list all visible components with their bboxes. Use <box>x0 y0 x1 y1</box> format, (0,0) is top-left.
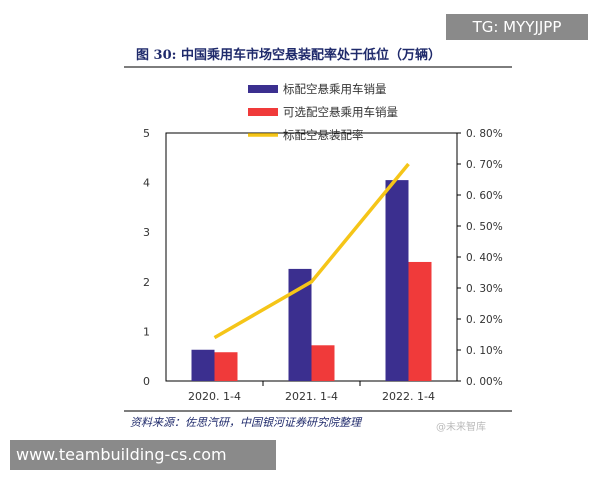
bar-standard <box>191 349 215 381</box>
left-tick-label: 5 <box>143 127 150 140</box>
legend-label: 标配空悬乘用车销量 <box>283 82 387 96</box>
left-tick-label: 1 <box>143 325 150 338</box>
left-tick-label: 4 <box>143 177 150 190</box>
chart-title: 图 30: 中国乘用车市场空悬装配率处于低位（万辆） <box>136 48 441 63</box>
legend-swatch <box>248 108 278 116</box>
bottom-rule <box>124 410 512 412</box>
right-tick-label: 0. 00% <box>466 376 503 388</box>
right-tick-label: 0. 50% <box>466 221 503 233</box>
right-tick-label: 0. 10% <box>466 345 503 357</box>
right-tick-label: 0. 30% <box>466 283 503 295</box>
right-tick-label: 0. 70% <box>466 159 503 171</box>
top-rule <box>124 66 512 68</box>
bar-standard <box>385 180 409 381</box>
right-tick-label: 0. 60% <box>466 190 503 202</box>
left-tick-label: 3 <box>143 226 150 239</box>
left-tick-label: 2 <box>143 276 150 289</box>
legend-label: 可选配空悬乘用车销量 <box>283 105 398 119</box>
watermark: @未来智库 <box>436 422 486 433</box>
left-tick-label: 0 <box>143 375 150 388</box>
bar-standard <box>288 268 312 381</box>
bar-optional <box>311 345 335 381</box>
right-tick-label: 0. 40% <box>466 252 503 264</box>
source-note: 资料来源：佐思汽研，中国银河证券研究院整理 <box>130 416 361 429</box>
bar-optional <box>408 261 432 381</box>
tg-overlay: TG: MYYJJPP <box>446 14 588 40</box>
bar-optional <box>214 352 238 381</box>
legend-swatch <box>248 85 278 93</box>
right-tick-label: 0. 80% <box>466 128 503 140</box>
x-tick-label: 2021. 1-4 <box>285 390 338 403</box>
x-tick-label: 2020. 1-4 <box>188 390 241 403</box>
site-overlay: www.teambuilding-cs.com <box>10 440 276 470</box>
right-tick-label: 0. 20% <box>466 314 503 326</box>
legend-label: 标配空悬装配率 <box>283 128 364 142</box>
x-tick-label: 2022. 1-4 <box>382 390 435 403</box>
rate-line <box>213 162 410 340</box>
